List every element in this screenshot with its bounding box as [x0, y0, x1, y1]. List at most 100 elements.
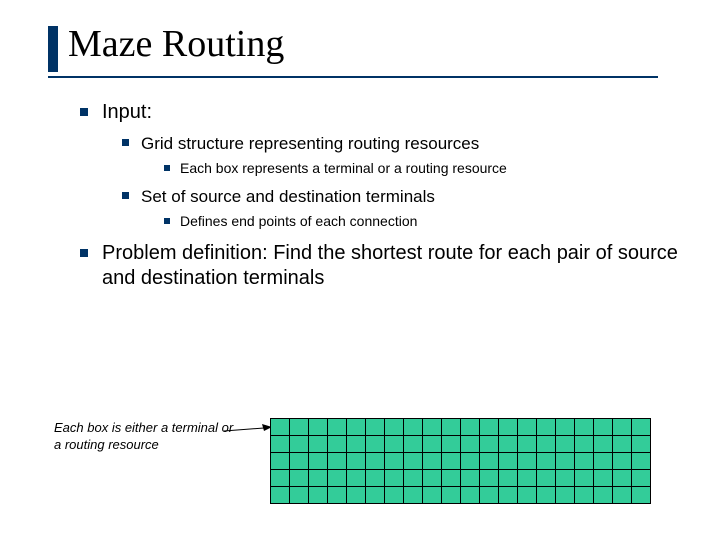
grid-cell: [575, 436, 594, 453]
grid-cell: [480, 419, 499, 436]
grid-cell: [556, 453, 575, 470]
bullet-square-icon: [164, 218, 170, 224]
grid-cell: [385, 453, 404, 470]
grid-cell: [575, 487, 594, 504]
grid-cell: [366, 436, 385, 453]
grid-cell: [537, 487, 556, 504]
grid-cell: [461, 453, 480, 470]
grid-cell: [594, 487, 613, 504]
grid-cell: [613, 487, 632, 504]
grid-cell: [442, 419, 461, 436]
grid-cell: [480, 487, 499, 504]
bullet-square-icon: [122, 192, 129, 199]
grid-cell: [442, 436, 461, 453]
grid-cell: [499, 453, 518, 470]
grid-cell: [442, 487, 461, 504]
grid-cell: [328, 487, 347, 504]
bullet-square-icon: [80, 108, 88, 116]
grid-cell: [499, 419, 518, 436]
grid-cell: [556, 487, 575, 504]
grid-cell: [366, 419, 385, 436]
grid-cell: [290, 470, 309, 487]
grid-cell: [613, 453, 632, 470]
grid-cell: [347, 470, 366, 487]
grid-cell: [499, 487, 518, 504]
grid-cell: [461, 436, 480, 453]
grid-cell: [385, 436, 404, 453]
grid-cell: [423, 419, 442, 436]
grid-cell: [271, 470, 290, 487]
grid-cell: [556, 436, 575, 453]
grid-cell: [613, 470, 632, 487]
grid-cell: [290, 436, 309, 453]
grid-cell: [537, 453, 556, 470]
grid-cell: [613, 419, 632, 436]
grid-cell: [385, 419, 404, 436]
grid-cell: [442, 453, 461, 470]
grid-cell: [271, 419, 290, 436]
grid-cell: [423, 470, 442, 487]
grid-cell: [309, 436, 328, 453]
grid-cell: [328, 419, 347, 436]
grid-cell: [423, 436, 442, 453]
grid-cell: [328, 453, 347, 470]
grid-cell: [480, 436, 499, 453]
grid-cell: [366, 487, 385, 504]
grid-cell: [632, 470, 651, 487]
title-underline: [48, 76, 658, 78]
grid-cell: [499, 470, 518, 487]
bullet-text: Input:: [102, 100, 152, 125]
grid-cell: [385, 487, 404, 504]
grid-cell: [328, 436, 347, 453]
bullet-text: Set of source and destination terminals: [141, 186, 435, 207]
grid-cell: [480, 453, 499, 470]
grid-cell: [442, 470, 461, 487]
grid-cell: [518, 419, 537, 436]
bullet-level3: Each box represents a terminal or a rout…: [164, 160, 680, 178]
grid-cell: [290, 453, 309, 470]
bullet-level1: Input:: [80, 100, 680, 125]
grid-cell: [309, 470, 328, 487]
grid-cell: [594, 419, 613, 436]
grid-cell: [632, 436, 651, 453]
grid-cell: [328, 470, 347, 487]
grid-cell: [309, 453, 328, 470]
grid-cell: [309, 487, 328, 504]
arrow-icon: [224, 424, 272, 438]
grid-cell: [575, 470, 594, 487]
grid-cell: [347, 436, 366, 453]
grid-cell: [461, 419, 480, 436]
grid-cell: [518, 436, 537, 453]
grid-cell: [537, 419, 556, 436]
grid-cell: [537, 470, 556, 487]
grid-cell: [404, 453, 423, 470]
grid-cell: [290, 419, 309, 436]
grid-cell: [556, 470, 575, 487]
grid-cell: [518, 470, 537, 487]
grid-cell: [632, 487, 651, 504]
grid-cell: [404, 419, 423, 436]
grid-caption: Each box is either a terminal or a routi…: [54, 420, 234, 454]
grid-cell: [385, 470, 404, 487]
grid-cell: [594, 453, 613, 470]
bullet-text: Defines end points of each connection: [180, 213, 417, 231]
bullet-text: Each box represents a terminal or a rout…: [180, 160, 507, 178]
grid-cell: [518, 453, 537, 470]
grid-cell: [613, 436, 632, 453]
bullet-square-icon: [80, 249, 88, 257]
bullet-square-icon: [122, 139, 129, 146]
bullet-square-icon: [164, 165, 170, 171]
grid-cell: [404, 470, 423, 487]
grid-cell: [290, 487, 309, 504]
page-title: Maze Routing: [68, 22, 284, 66]
grid-cell: [556, 419, 575, 436]
grid-cell: [404, 436, 423, 453]
grid-cell: [632, 453, 651, 470]
grid-cell: [518, 487, 537, 504]
grid-cell: [594, 470, 613, 487]
grid-cell: [423, 453, 442, 470]
bullet-level2: Grid structure representing routing reso…: [122, 133, 680, 154]
bullet-level2: Set of source and destination terminals: [122, 186, 680, 207]
grid-cell: [461, 470, 480, 487]
grid-cell: [575, 419, 594, 436]
